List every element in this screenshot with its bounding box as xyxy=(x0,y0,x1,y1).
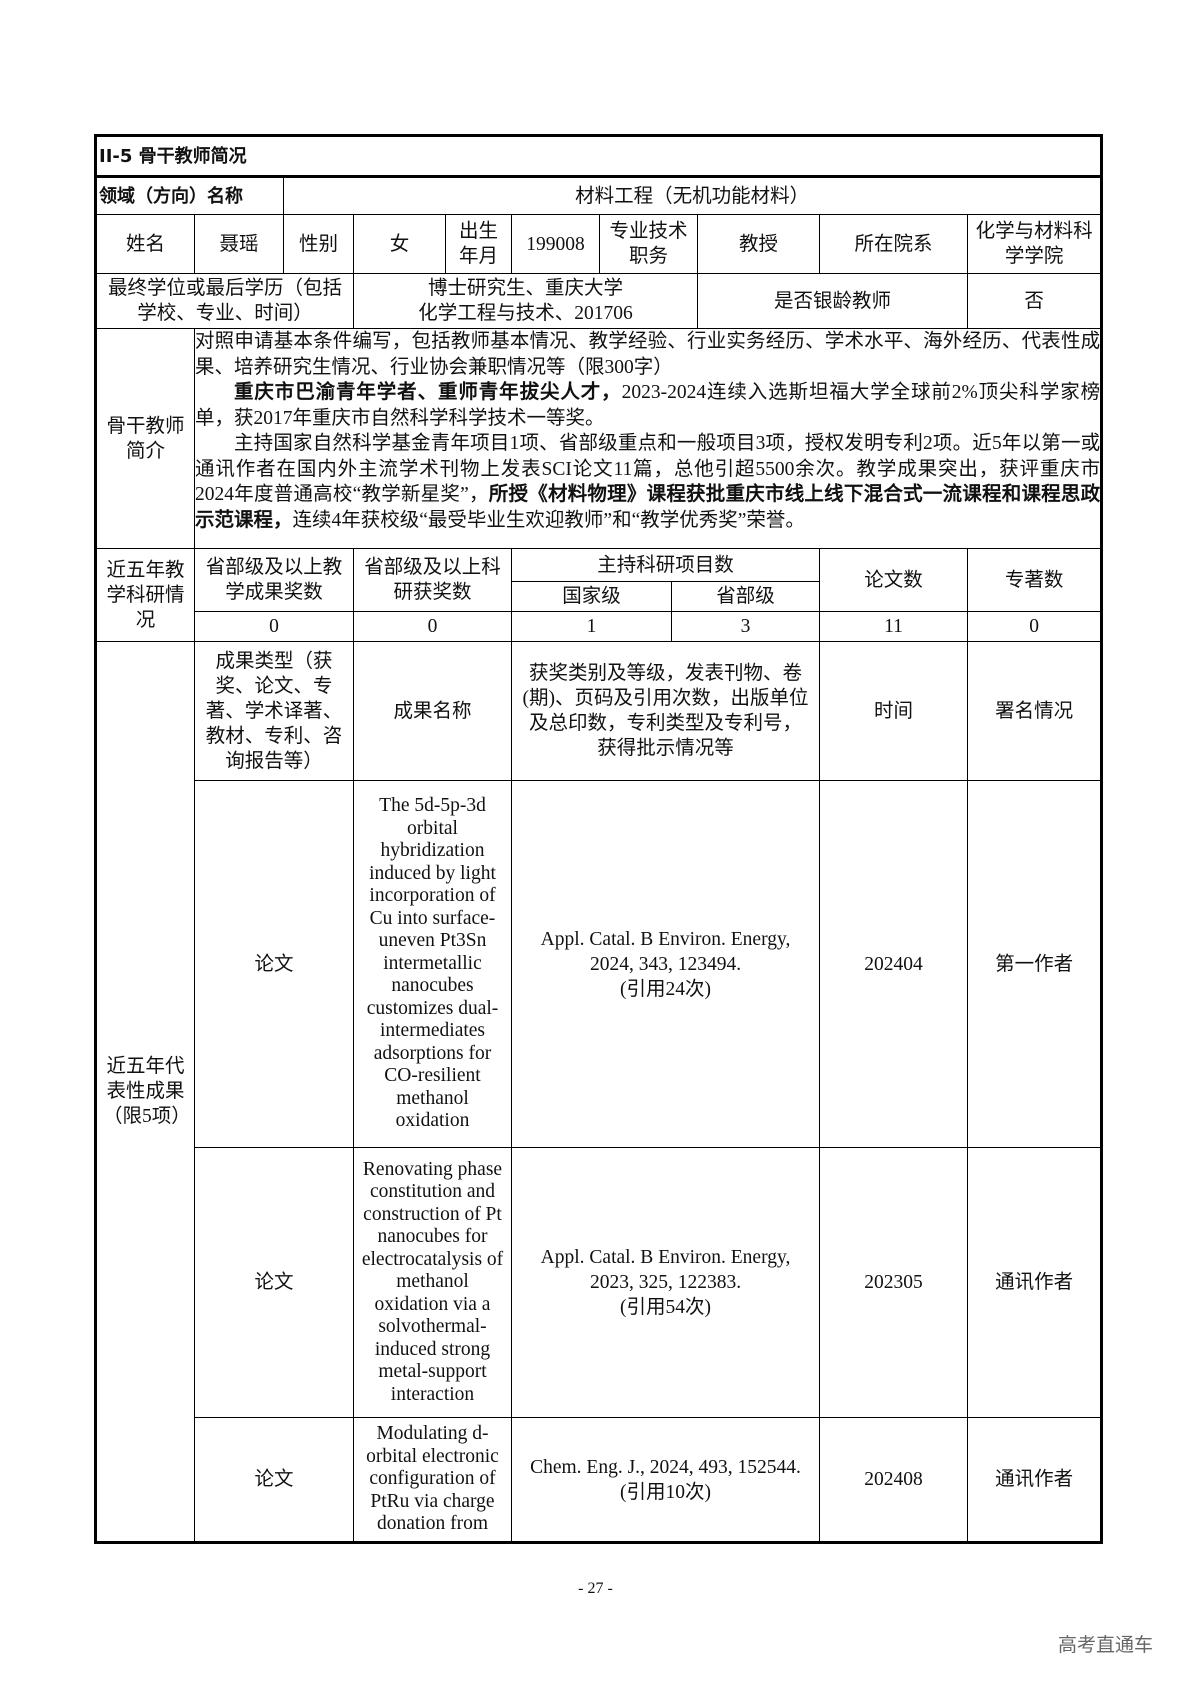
gender-value: 女 xyxy=(353,214,446,274)
dept-label: 所在院系 xyxy=(819,214,968,274)
degree-value-line2: 化学工程与技术、201706 xyxy=(418,303,633,324)
detail-line: 2024, 343, 123494. xyxy=(589,953,742,975)
detail-line: Appl. Catal. B Environ. Energy, xyxy=(540,928,791,950)
name-value: 聂瑶 xyxy=(194,214,284,274)
research-awards-label: 省部级及以上科研获奖数 xyxy=(353,548,512,612)
books-value: 0 xyxy=(966,611,1103,642)
detail-citations: (引用10次) xyxy=(620,1481,711,1503)
title-value: 教授 xyxy=(697,214,820,274)
research-awards-value: 0 xyxy=(353,611,512,642)
result-name: Renovating phase constitution and constr… xyxy=(353,1147,512,1418)
intro-honors-rest: 2023-2024连续入选斯坦福大学全球前2%顶尖科学家榜单，获2017年重庆市… xyxy=(195,382,1101,429)
domain-label: 领域（方向）名称 xyxy=(95,176,284,215)
result-time: 202408 xyxy=(819,1417,968,1543)
result-detail: Appl. Catal. B Environ. Energy, 2024, 34… xyxy=(511,780,820,1148)
result-time: 202305 xyxy=(819,1147,968,1418)
silver-value: 否 xyxy=(966,273,1103,329)
intro-instructions: 对照申请基本条件编写，包括教师基本情况、教学经验、行业实务经历、学术水平、海外经… xyxy=(195,331,1101,378)
result-type: 论文 xyxy=(194,1147,354,1418)
result-type: 论文 xyxy=(194,1417,354,1543)
result-sign: 通讯作者 xyxy=(966,1417,1103,1543)
header-sign: 署名情况 xyxy=(966,641,1103,781)
result-row: 论文 The 5d-5p-3d orbital hybridization in… xyxy=(96,780,1103,1148)
domain-value: 材料工程（无机功能材料） xyxy=(282,176,1103,215)
teacher-profile-table: II-5 骨干教师简况 领域（方向）名称 材料工程（无机功能材料） 姓名 聂瑶 … xyxy=(94,134,1104,1544)
result-detail: Appl. Catal. B Environ. Energy, 2023, 32… xyxy=(511,1147,820,1418)
papers-value: 11 xyxy=(819,611,968,642)
result-name: Modulating d-orbital electronic configur… xyxy=(353,1417,512,1543)
provincial-label: 省部级 xyxy=(671,581,820,612)
degree-label: 最终学位或最后学历（包括学校、专业、时间） xyxy=(95,273,354,329)
result-sign: 第一作者 xyxy=(966,780,1103,1148)
intro-achievements-a: 主持国家自然科学基金青年项目1项、省部级重点和一般项目3项，授权发明专利2项。近… xyxy=(195,433,1101,505)
result-sign: 通讯作者 xyxy=(966,1147,1103,1418)
detail-citations: (引用24次) xyxy=(620,978,711,1000)
birth-label: 出生年月 xyxy=(445,214,512,274)
degree-value: 博士研究生、重庆大学 化学工程与技术、201706 xyxy=(353,273,698,329)
header-type: 成果类型（获奖、论文、专著、学术译著、教材、专利、咨询报告等） xyxy=(194,641,354,781)
intro-content: 对照申请基本条件编写，包括教师基本情况、教学经验、行业实务经历、学术水平、海外经… xyxy=(193,328,1103,549)
result-type: 论文 xyxy=(194,780,354,1148)
dept-value: 化学与材料科学学院 xyxy=(966,214,1103,274)
result-time: 202404 xyxy=(819,780,968,1148)
silver-label: 是否银龄教师 xyxy=(697,273,968,329)
national-value: 1 xyxy=(511,611,672,642)
header-name: 成果名称 xyxy=(353,641,512,781)
detail-line: Chem. Eng. J., 2024, 493, 152544. xyxy=(530,1456,801,1478)
stats-label: 近五年教学科研情况 xyxy=(95,548,195,642)
teaching-awards-value: 0 xyxy=(194,611,354,642)
gender-label: 性别 xyxy=(283,214,354,274)
provincial-value: 3 xyxy=(671,611,820,642)
birth-value: 199008 xyxy=(511,214,600,274)
intro-paragraph-achievements: 主持国家自然科学基金青年项目1项、省部级重点和一般项目3项，授权发明专利2项。近… xyxy=(195,431,1101,533)
intro-achievements-bold: 所授《材料物理》课程获批重庆市线上线下混合式一流课程和课程思政示范课程， xyxy=(195,484,1101,531)
header-time: 时间 xyxy=(819,641,968,781)
title-label: 专业技术职务 xyxy=(599,214,698,274)
intro-achievements-c: 连续4年获校级“最受毕业生欢迎教师”和“教学优秀奖”荣誉。 xyxy=(292,509,805,531)
projects-label: 主持科研项目数 xyxy=(511,548,820,582)
intro-paragraph-honors: 重庆市巴渝青年学者、重师青年拔尖人才，2023-2024连续入选斯坦福大学全球前… xyxy=(195,380,1101,431)
intro-label: 骨干教师简介 xyxy=(95,328,195,549)
result-detail: Chem. Eng. J., 2024, 493, 152544. (引用10次… xyxy=(511,1417,820,1543)
section-title: II-5 骨干教师简况 xyxy=(94,135,1103,178)
result-name: The 5d-5p-3d orbital hybridization induc… xyxy=(353,780,512,1148)
result-row: 论文 Modulating d-orbital electronic confi… xyxy=(96,1417,1103,1543)
results-label: 近五年代表性成果（限5项） xyxy=(95,641,195,1543)
page-number: - 27 - xyxy=(578,1580,613,1597)
national-label: 国家级 xyxy=(511,581,672,612)
detail-line: 2023, 325, 122383. xyxy=(589,1272,742,1293)
header-detail: 获奖类别及等级，发表刊物、卷(期)、页码及引用次数，出版单位及总印数，专利类型及… xyxy=(511,641,820,781)
intro-honors-bold: 重庆市巴渝青年学者、重师青年拔尖人才， xyxy=(234,382,622,403)
result-row: 论文 Renovating phase constitution and con… xyxy=(96,1147,1103,1418)
papers-label: 论文数 xyxy=(819,548,968,612)
degree-value-line1: 博士研究生、重庆大学 xyxy=(427,278,623,299)
books-label: 专著数 xyxy=(966,548,1103,612)
teaching-awards-label: 省部级及以上教学成果奖数 xyxy=(194,548,354,612)
detail-citations: (引用54次) xyxy=(620,1297,711,1318)
watermark: 高考直通车 xyxy=(1058,1634,1154,1656)
detail-line: Appl. Catal. B Environ. Energy, xyxy=(540,1247,791,1268)
name-label: 姓名 xyxy=(95,214,195,274)
